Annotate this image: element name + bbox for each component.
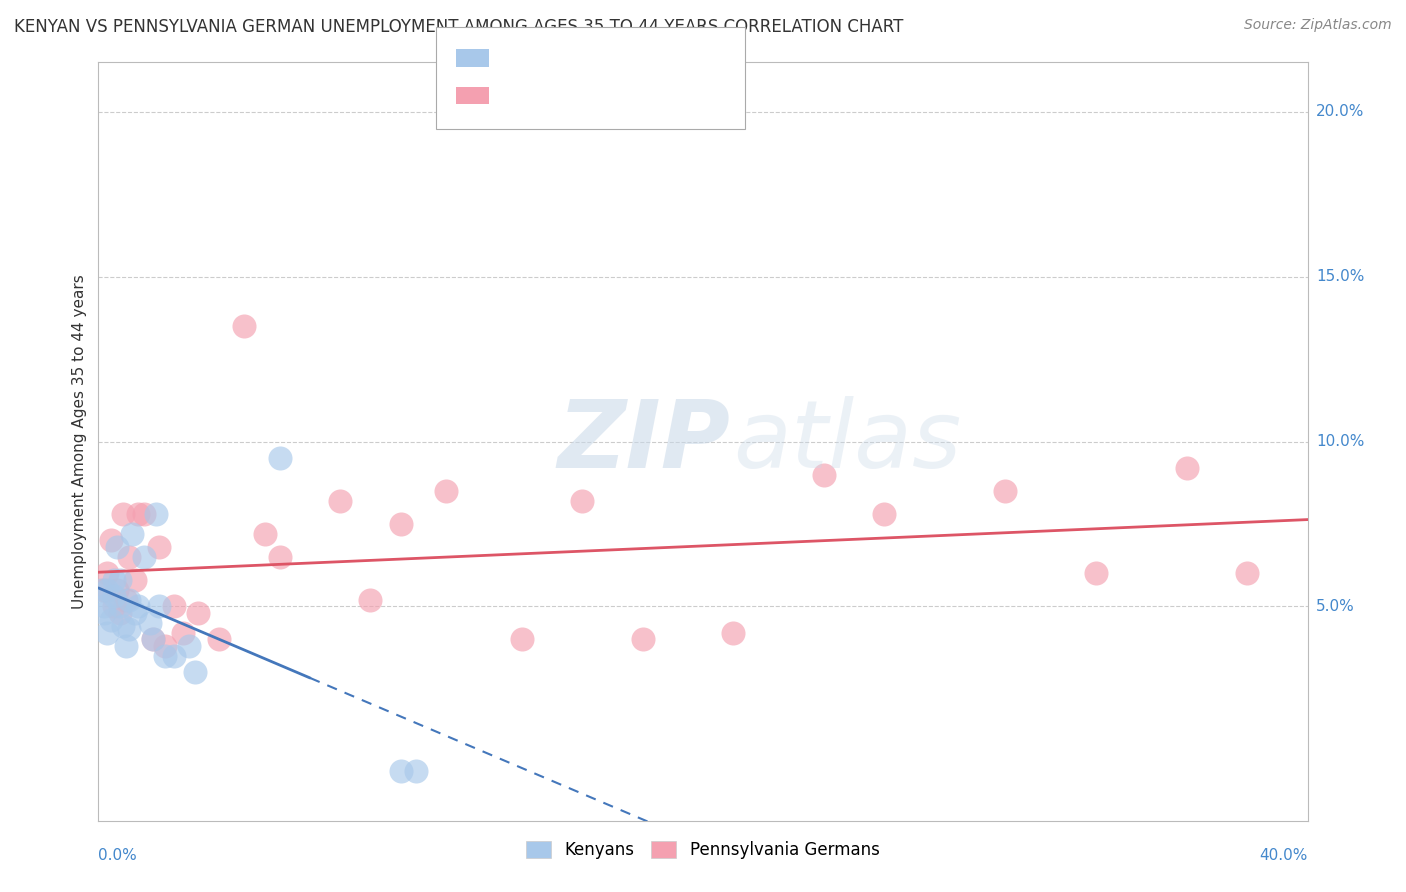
Text: -0.100: -0.100	[541, 51, 596, 65]
Text: KENYAN VS PENNSYLVANIA GERMAN UNEMPLOYMENT AMONG AGES 35 TO 44 YEARS CORRELATION: KENYAN VS PENNSYLVANIA GERMAN UNEMPLOYME…	[14, 18, 904, 36]
Point	[329, 494, 352, 508]
Text: 40.0%: 40.0%	[1260, 848, 1308, 863]
Point	[510, 632, 533, 647]
Point	[145, 507, 167, 521]
Point	[723, 625, 745, 640]
Text: R =: R =	[499, 51, 533, 65]
Point	[96, 566, 118, 581]
Point	[93, 606, 115, 620]
Point	[172, 625, 194, 640]
Point	[163, 599, 186, 614]
Text: 10.0%: 10.0%	[1316, 434, 1364, 449]
Text: atlas: atlas	[734, 396, 962, 487]
Point	[269, 549, 291, 564]
Text: Source: ZipAtlas.com: Source: ZipAtlas.com	[1244, 18, 1392, 32]
Text: 0.0%: 0.0%	[98, 848, 138, 863]
Point	[118, 592, 141, 607]
Text: 20.0%: 20.0%	[1316, 104, 1364, 120]
Point	[111, 507, 134, 521]
Text: 5.0%: 5.0%	[1316, 599, 1354, 614]
Point	[153, 639, 176, 653]
Point	[108, 599, 131, 614]
Point	[153, 648, 176, 663]
Point	[114, 592, 136, 607]
Point	[253, 526, 276, 541]
Point	[1175, 461, 1198, 475]
Point	[96, 582, 118, 597]
Point	[184, 665, 207, 680]
Point	[405, 764, 427, 779]
Point	[93, 599, 115, 614]
Point	[813, 467, 835, 482]
Text: N =: N =	[626, 51, 659, 65]
Point	[434, 483, 457, 498]
Point	[103, 573, 125, 587]
Text: 15.0%: 15.0%	[1316, 269, 1364, 285]
Point	[105, 582, 128, 597]
Point	[100, 533, 122, 548]
Point	[93, 582, 115, 597]
Point	[208, 632, 231, 647]
Text: ZIP: ZIP	[558, 395, 731, 488]
Point	[269, 450, 291, 465]
Point	[108, 606, 131, 620]
Point	[1085, 566, 1108, 581]
Point	[96, 625, 118, 640]
Point	[142, 632, 165, 647]
Point	[108, 573, 131, 587]
Text: R =: R =	[499, 88, 533, 103]
Point	[118, 623, 141, 637]
Point	[90, 582, 112, 597]
Y-axis label: Unemployment Among Ages 35 to 44 years: Unemployment Among Ages 35 to 44 years	[72, 274, 87, 609]
Point	[127, 599, 149, 614]
Point	[139, 615, 162, 630]
Point	[148, 540, 170, 554]
Point	[571, 494, 593, 508]
Point	[179, 639, 201, 653]
Point	[994, 483, 1017, 498]
Point	[132, 507, 155, 521]
Point	[631, 632, 654, 647]
Point	[124, 573, 146, 587]
Point	[163, 648, 186, 663]
Point	[127, 507, 149, 521]
Point	[114, 639, 136, 653]
Point	[132, 549, 155, 564]
Point	[389, 764, 412, 779]
Point	[1236, 566, 1258, 581]
Point	[232, 319, 254, 334]
Point	[118, 549, 141, 564]
Point	[111, 619, 134, 633]
Text: N =: N =	[626, 88, 659, 103]
Point	[873, 507, 896, 521]
Point	[124, 606, 146, 620]
Point	[142, 632, 165, 647]
Text: 36: 36	[661, 88, 682, 103]
Point	[148, 599, 170, 614]
Text: 30: 30	[661, 51, 682, 65]
Point	[187, 606, 209, 620]
Point	[389, 516, 412, 531]
Point	[121, 526, 143, 541]
Point	[100, 613, 122, 627]
Legend: Kenyans, Pennsylvania Germans: Kenyans, Pennsylvania Germans	[520, 834, 886, 865]
Text: 0.315: 0.315	[541, 88, 589, 103]
Point	[103, 590, 125, 604]
Point	[103, 599, 125, 614]
Point	[360, 592, 382, 607]
Point	[105, 540, 128, 554]
